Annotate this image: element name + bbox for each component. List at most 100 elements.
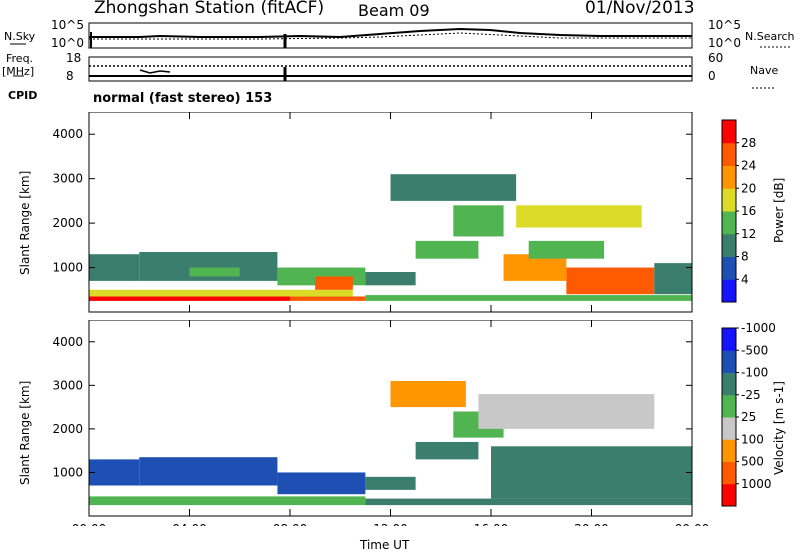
nsky-label: N.Sky [4, 30, 36, 43]
colorbar-tick-label: -25 [741, 388, 761, 402]
heatmap-cell [89, 459, 140, 486]
heatmap-cell [516, 205, 642, 228]
freq-unit: [MHz] [2, 65, 35, 78]
colorbar-segment [722, 211, 736, 235]
power-x-ticks [88, 112, 693, 312]
y-tick-label: 3000 [52, 172, 83, 186]
nsky-tick-bottom: 10^0 [51, 36, 84, 50]
heatmap-cell [139, 252, 278, 281]
heatmap-cell [528, 240, 605, 259]
x-tick-label: 04:00 [172, 522, 207, 526]
nsearch-tick-bottom: 10^0 [708, 36, 741, 50]
colorbar-tick-label: -100 [741, 366, 768, 380]
power-colorbar-label: Power [dB] [772, 177, 786, 243]
nsearch-tick-top: 10^5 [708, 18, 741, 32]
freq-blip [139, 69, 171, 74]
colorbar-segment [722, 279, 736, 303]
colorbar-segment [722, 483, 736, 507]
heatmap-cell [89, 296, 290, 301]
colorbar-tick-label: -500 [741, 343, 768, 357]
x-tick-label: 08:00 [273, 522, 308, 526]
colorbar-segment [722, 372, 736, 396]
power-y-ticks: 1000 2000 3000 4000 [52, 127, 692, 275]
colorbar-tick-label: 25 [741, 410, 756, 424]
heatmap-cell [415, 240, 479, 259]
colorbar-tick-label: -1000 [741, 321, 776, 335]
heatmap-cell [89, 496, 366, 506]
cpid-label: CPID [8, 89, 38, 102]
nave-tick-bottom: 0 [708, 69, 716, 83]
freq-tick-bottom: 8 [66, 69, 74, 83]
nsearch-trace [89, 32, 692, 40]
colorbar-segment [722, 142, 736, 166]
nave-tick-top: 60 [708, 51, 724, 65]
x-tick-label: 12:00 [373, 522, 408, 526]
beam-label: Beam 09 [358, 1, 430, 20]
heatmap-cell [503, 254, 567, 281]
y-tick-label: 3000 [52, 378, 83, 392]
heatmap-cell [491, 446, 692, 499]
status-panels [10, 22, 790, 89]
heatmap-cell [415, 441, 479, 460]
nsky-trace [89, 27, 692, 39]
y-tick-label: 2000 [52, 216, 83, 230]
colorbar-tick-label: 500 [741, 455, 764, 469]
freq-panel-frame [88, 56, 693, 82]
heatmap-cell [478, 394, 655, 429]
colorbar-segment [722, 328, 736, 351]
colorbar-segment [722, 120, 736, 144]
colorbar-tick-label: 100 [741, 432, 764, 446]
heatmap-cell [453, 205, 504, 237]
power-ylabel: Slant Range [km] [18, 170, 32, 275]
power-colorbar: 4 8 12 16 20 24 28 [721, 119, 756, 303]
colorbar-tick-label: 24 [741, 159, 756, 173]
y-tick-label: 2000 [52, 422, 83, 436]
date-label: 01/Nov/2013 [585, 0, 695, 18]
x-tick-label: 20:00 [574, 522, 609, 526]
colorbar-tick-label: 28 [741, 136, 756, 150]
heatmap-cell [277, 472, 366, 495]
y-tick-label: 1000 [52, 465, 83, 479]
y-tick-label: 4000 [52, 127, 83, 141]
heatmap-cell [189, 267, 240, 277]
power-plot: 1000 2000 3000 4000 4 8 12 16 20 24 28 [52, 112, 756, 313]
colorbar-tick-label: 4 [741, 272, 749, 286]
colorbar-segment [722, 439, 736, 462]
y-tick-label: 1000 [52, 261, 83, 275]
velocity-colorbar-label: Velocity [m s-1] [772, 381, 786, 475]
heatmap-cell [365, 476, 416, 490]
nsearch-label: N.Search [745, 30, 795, 43]
colorbar-tick-label: 1000 [741, 477, 772, 491]
heatmap-cell [89, 254, 140, 281]
colorbar-segment [722, 256, 736, 280]
heatmap-cell [365, 498, 692, 506]
colorbar-segment [722, 394, 736, 418]
velocity-y-ticks: 1000 2000 3000 4000 [52, 335, 692, 479]
heatmap-cell [315, 276, 353, 290]
colorbar-tick-label: 8 [741, 250, 749, 264]
nave-label: Nave [750, 64, 779, 77]
velocity-cells [89, 380, 692, 506]
x-tick-label: 16:00 [474, 522, 509, 526]
freq-label: Freq. [6, 52, 34, 65]
colorbar-tick-label: 20 [741, 181, 756, 195]
x-tick-label: 00:00 [72, 522, 107, 526]
heatmap-cell [139, 457, 278, 486]
y-tick-label: 4000 [52, 335, 83, 349]
heatmap-cell [654, 263, 692, 295]
heatmap-cell [365, 272, 416, 286]
cpid-value: normal (fast stereo) 153 [93, 91, 273, 106]
colorbar-segment [722, 350, 736, 373]
x-tick-label: 00:00 [675, 522, 710, 526]
velocity-colorbar: 1000 500 100 25 -25 -100 -500 -1000 [721, 321, 776, 507]
station-title: Zhongshan Station (fitACF) [94, 0, 325, 18]
colorbar-tick-label: 16 [741, 204, 756, 218]
colorbar-segment [722, 233, 736, 257]
colorbar-segment [722, 417, 736, 440]
freq-tick-top: 18 [66, 51, 82, 65]
velocity-ylabel: Slant Range [km] [18, 380, 32, 485]
heatmap-cell [390, 380, 466, 408]
colorbar-segment [722, 165, 736, 189]
heatmap-cell [89, 289, 353, 297]
colorbar-tick-label: 12 [741, 227, 756, 241]
